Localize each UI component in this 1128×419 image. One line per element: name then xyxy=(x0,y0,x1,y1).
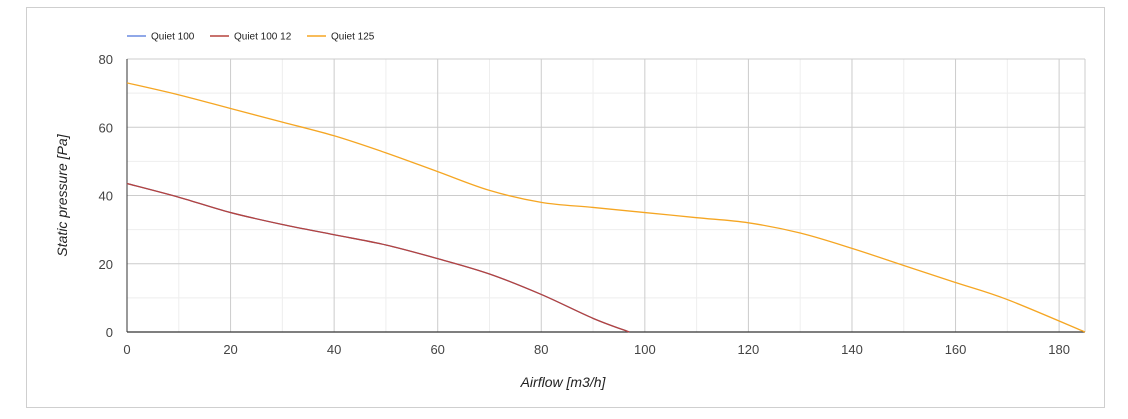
tick-labels: 0 20 40 60 80 100 120 140 160 180 0 20 40 60 80 xyxy=(99,52,1070,357)
y-tick-label: 80 xyxy=(99,52,113,67)
y-tick-label: 0 xyxy=(106,325,113,340)
grid xyxy=(127,58,1086,332)
legend-label: Quiet 100 xyxy=(151,32,195,43)
series-line-1 xyxy=(126,182,630,333)
x-tick-label: 100 xyxy=(634,342,656,357)
x-tick-label: 140 xyxy=(841,342,863,357)
y-tick-label: 40 xyxy=(99,189,113,204)
line-chart: Quiet 100 Quiet 100 12 Quiet 125 0 20 40 60 80… xyxy=(54,32,1086,390)
y-tick-label: 60 xyxy=(99,120,113,135)
x-tick-label: 160 xyxy=(945,342,967,357)
chart-frame: Quiet 100 Quiet 100 12 Quiet 125 0 20 40 60 80… xyxy=(26,7,1105,408)
series-line-2 xyxy=(126,182,630,333)
x-tick-label: 40 xyxy=(327,342,341,357)
x-tick-label: 20 xyxy=(223,342,237,357)
x-tick-label: 80 xyxy=(534,342,548,357)
legend: Quiet 100 Quiet 100 12 Quiet 125 xyxy=(127,32,375,43)
y-tick-label: 20 xyxy=(99,257,113,272)
x-tick-label: 0 xyxy=(123,342,130,357)
x-axis-title: Airflow [m3/h] xyxy=(520,374,607,390)
x-tick-label: 120 xyxy=(738,342,760,357)
x-tick-label: 180 xyxy=(1048,342,1070,357)
x-tick-label: 60 xyxy=(430,342,444,357)
legend-label: Quiet 100 12 xyxy=(234,32,292,43)
legend-label: Quiet 125 xyxy=(331,32,375,43)
series-line-3 xyxy=(126,82,1086,333)
series-layer xyxy=(126,82,1086,333)
y-axis-title: Static pressure [Pa] xyxy=(54,133,70,256)
axes xyxy=(126,59,1085,333)
